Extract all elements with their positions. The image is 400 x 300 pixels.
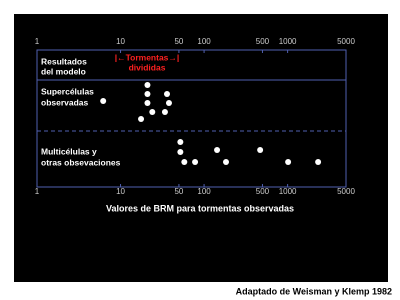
data-point	[164, 91, 171, 97]
row-label: otras obsevaciones	[41, 157, 121, 167]
x-tick-label: 1000	[279, 187, 297, 196]
data-point	[100, 98, 107, 104]
data-point	[222, 159, 229, 165]
data-point	[177, 139, 184, 145]
x-tick-label: 1000	[279, 37, 297, 46]
data-point	[285, 159, 292, 165]
data-point	[165, 100, 172, 106]
x-tick-label: 5000	[337, 187, 355, 196]
x-tick-label: 50	[174, 37, 183, 46]
data-point	[315, 159, 322, 165]
data-point	[138, 116, 145, 122]
x-tick-label: 10	[116, 187, 125, 196]
data-point	[177, 149, 184, 155]
data-point	[214, 147, 221, 153]
row-label: Supercélulas	[41, 86, 94, 96]
row-label: del modelo	[41, 66, 86, 76]
data-point	[257, 147, 264, 153]
row-label: observadas	[41, 97, 89, 107]
annotation: |←Tormentas→|	[115, 52, 180, 62]
plot-frame	[36, 49, 347, 188]
row-label: Multicélulas y	[41, 146, 97, 156]
x-tick-label: 5000	[337, 37, 355, 46]
data-point	[161, 109, 168, 115]
x-tick-label: 100	[197, 187, 211, 196]
source-note: Adaptado de Weisman y Klemp 1982	[236, 286, 392, 296]
data-point	[144, 82, 151, 88]
data-point	[181, 159, 188, 165]
row-label: Resultados	[41, 56, 87, 66]
x-axis-label: Valores de BRM para tormentas observadas	[106, 203, 294, 213]
x-tick-label: 50	[174, 187, 183, 196]
x-tick-label: 500	[256, 37, 270, 46]
data-point	[149, 109, 156, 115]
x-tick-label: 1	[35, 187, 40, 196]
data-point	[144, 91, 151, 97]
x-tick-label: 100	[197, 37, 211, 46]
x-tick-label: 1	[35, 37, 40, 46]
x-tick-label: 500	[256, 187, 270, 196]
data-point	[144, 100, 151, 106]
data-point	[192, 159, 199, 165]
x-tick-label: 10	[116, 37, 125, 46]
annotation: divididas	[129, 62, 166, 72]
panel	[14, 14, 388, 282]
